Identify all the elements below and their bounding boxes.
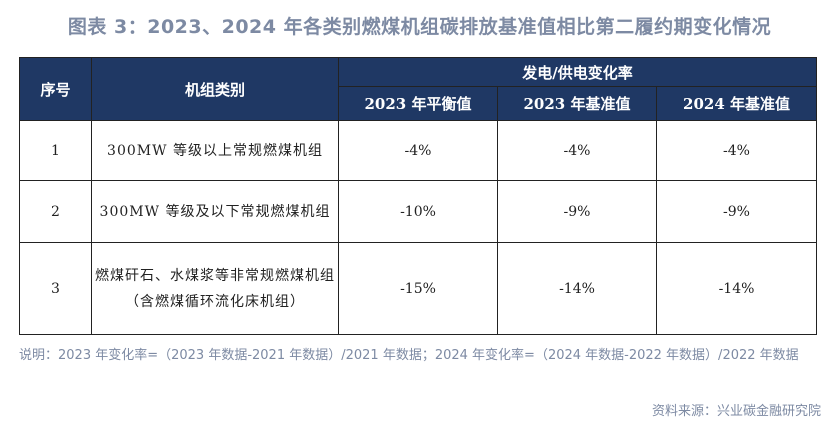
row-2023-base: -9% (497, 180, 657, 243)
row-category: 燃煤矸石、水煤浆等非常规燃煤机组（含燃煤循环流化床机组） (91, 242, 339, 335)
table-row: 1 300MW 等级以上常规燃煤机组 -4% -4% -4% (19, 120, 818, 181)
row-2024-base: -4% (655, 120, 818, 181)
header-row: 序号 机组类别 发电/供电变化率 (19, 57, 818, 121)
row-2023-balance: -10% (338, 180, 498, 243)
row-2024-base: -9% (655, 180, 818, 243)
row-2023-base: -4% (497, 120, 657, 181)
row-no: 3 (19, 242, 92, 335)
row-2023-base: -14% (497, 242, 657, 335)
row-no: 1 (19, 120, 92, 181)
row-category: 300MW 等级以上常规燃煤机组 (91, 120, 339, 181)
row-category: 300MW 等级及以下常规燃煤机组 (91, 180, 339, 243)
header-subrow: 2023 年平衡值 2023 年基准值 2024 年基准值 (20, 86, 818, 121)
header-2023-base: 2023 年基准值 (497, 86, 657, 121)
header-no: 序号 (19, 57, 92, 121)
data-table: 序号 机组类别 发电/供电变化率 2023 年平衡值 2023 年基准值 202… (19, 57, 818, 335)
figure-title: 图表 3：2023、2024 年各类别燃煤机组碳排放基准值相比第二履约期变化情况 (67, 16, 772, 38)
header-category: 机组类别 (91, 57, 339, 121)
row-2023-balance: -4% (338, 120, 498, 181)
row-no: 2 (19, 180, 92, 243)
row-2023-balance: -15% (338, 242, 498, 335)
header-2024-base: 2024 年基准值 (655, 86, 818, 121)
table-row: 2 300MW 等级及以下常规燃煤机组 -10% -9% -9% (19, 180, 818, 243)
row-2024-base: -14% (655, 242, 818, 335)
table-note: 说明：2023 年变化率=（2023 年数据-2021 年数据）/2021 年数… (19, 348, 799, 363)
header-group: 发电/供电变化率 (337, 57, 818, 87)
data-source: 资料来源：兴业碳金融研究院 (651, 404, 821, 419)
table-row: 3 燃煤矸石、水煤浆等非常规燃煤机组（含燃煤循环流化床机组） -15% -14%… (19, 242, 818, 335)
header-2023-balance: 2023 年平衡值 (338, 86, 498, 121)
